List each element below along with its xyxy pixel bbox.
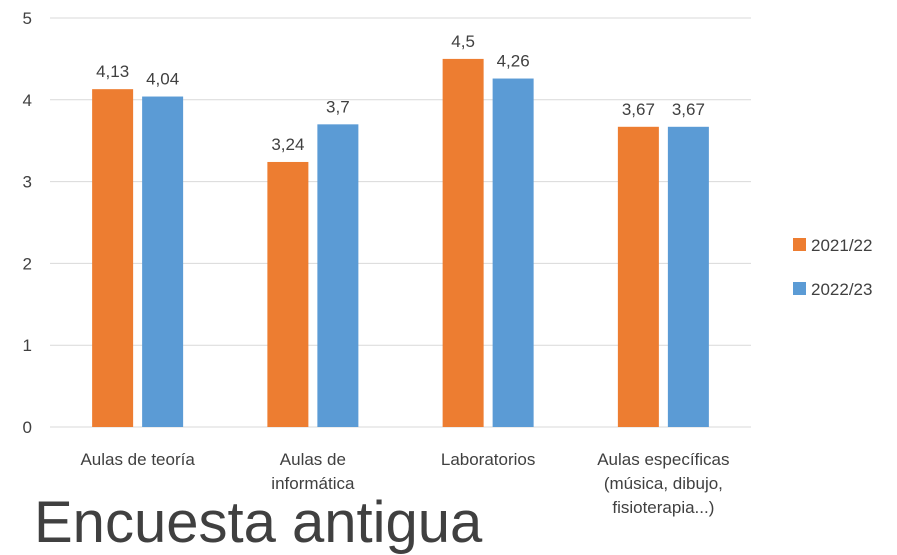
bars xyxy=(92,58,709,428)
data-label: 3,67 xyxy=(672,100,705,119)
data-label: 3,24 xyxy=(271,135,304,154)
bar-chart: 0 1 2 3 4 5 4,13 4,04 3,24 3,7 4,5 4,26 3,67 3,67 Au… xyxy=(23,9,873,517)
category-label-line: Aulas de xyxy=(280,450,346,469)
data-label: 3,67 xyxy=(622,100,655,119)
category-label: Aulas específicas (música, dibujo, fisiote… xyxy=(597,450,729,517)
legend: 2021/22 2022/23 xyxy=(793,236,872,299)
category-label-line: fisioterapia...) xyxy=(612,498,714,517)
bar xyxy=(442,58,484,428)
y-tick-label: 2 xyxy=(23,254,32,273)
y-tick-label: 4 xyxy=(23,91,32,110)
legend-label: 2021/22 xyxy=(811,236,872,255)
category-label: Aulas de teoría xyxy=(80,450,195,469)
y-tick-label: 1 xyxy=(23,336,32,355)
category-label: Aulas de informática xyxy=(271,450,355,493)
category-label-line: (música, dibujo, xyxy=(604,474,723,493)
data-label: 4,13 xyxy=(96,62,129,81)
bar xyxy=(617,126,659,427)
bar xyxy=(92,89,134,427)
category-label: Laboratorios xyxy=(441,450,536,469)
footer-heading: Encuesta antigua xyxy=(34,490,483,555)
bar xyxy=(267,161,309,427)
category-label-line: informática xyxy=(271,474,355,493)
bar xyxy=(142,96,184,427)
category-label-line: Aulas específicas xyxy=(597,450,729,469)
data-label: 4,26 xyxy=(497,52,530,71)
data-label: 4,5 xyxy=(451,32,475,51)
x-axis-labels: Aulas de teoría Aulas de informática Labora… xyxy=(80,450,729,517)
legend-label: 2022/23 xyxy=(811,280,872,299)
legend-swatch xyxy=(793,282,806,295)
category-label-line: Laboratorios xyxy=(441,450,536,469)
bar xyxy=(667,126,709,427)
y-tick-label: 5 xyxy=(23,9,32,28)
data-labels: 4,13 4,04 3,24 3,7 4,5 4,26 3,67 3,67 xyxy=(96,32,705,154)
data-label: 3,7 xyxy=(326,97,350,116)
data-label: 4,04 xyxy=(146,70,179,89)
bar xyxy=(317,124,359,427)
legend-swatch xyxy=(793,238,806,251)
y-tick-label: 3 xyxy=(23,173,32,192)
bar xyxy=(492,78,534,428)
category-label-line: Aulas de teoría xyxy=(80,450,195,469)
y-axis-labels: 0 1 2 3 4 5 xyxy=(23,9,32,437)
y-tick-label: 0 xyxy=(23,418,32,437)
